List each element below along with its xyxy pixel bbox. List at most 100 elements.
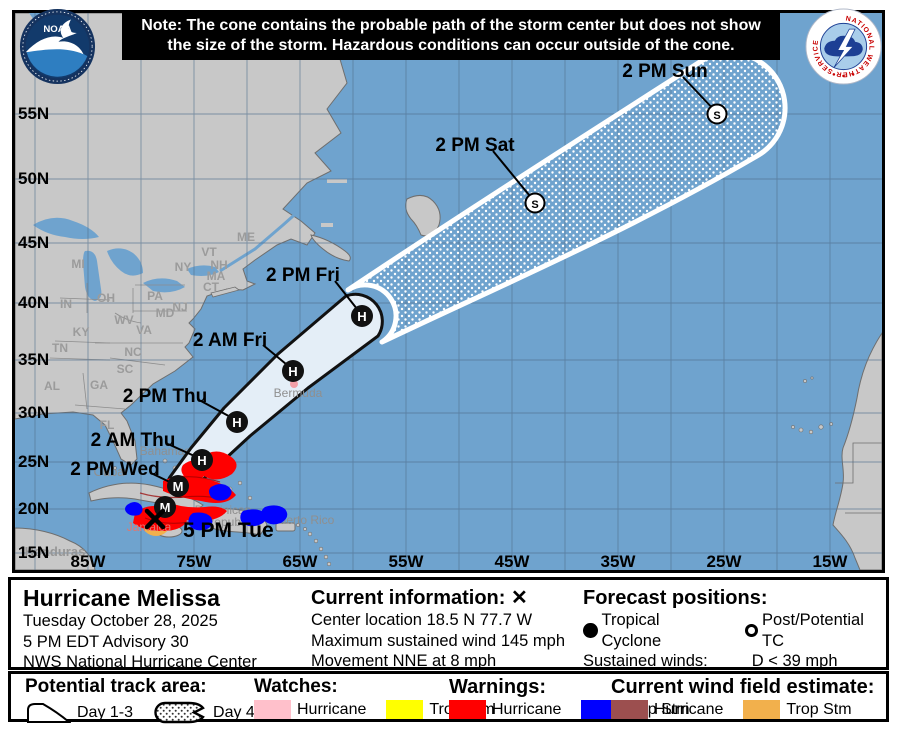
state-label: IN	[60, 297, 72, 311]
track-time-labels: 5 PM Tue 2 PM Wed 2 AM Thu 2 PM Thu 2 AM…	[70, 61, 707, 542]
track-label-2am-fri: 2 AM Fri	[193, 330, 267, 351]
nws-stars	[832, 73, 855, 78]
current-info-heading: Current information:	[311, 587, 506, 609]
post-potential-tc-symbol	[745, 624, 759, 637]
nws-lightning-icon	[833, 28, 856, 68]
tropical-cyclone-symbol	[583, 623, 598, 638]
watches-heading: Watches:	[254, 676, 338, 697]
marker-h-2pm-thu: H	[226, 411, 248, 433]
st-lawrence-river	[219, 207, 302, 273]
state-label: SC	[117, 362, 134, 376]
state-label: MD	[156, 306, 175, 320]
state-label: PA	[147, 289, 163, 303]
lat-label: 45N	[18, 233, 49, 252]
marker-s-2pm-sun: S	[706, 103, 728, 125]
max-sustained-wind: Maximum sustained wind 145 mph	[311, 631, 566, 650]
anticosti	[327, 179, 347, 183]
state-label: NC	[124, 345, 142, 359]
lon-label: 75W	[177, 552, 213, 570]
storm-agency: NWS National Hurricane Center	[23, 653, 257, 671]
lat-label: 15N	[18, 543, 49, 562]
svg-text:H: H	[197, 453, 206, 468]
warnings-heading: Warnings:	[449, 676, 547, 698]
bermuda-dot	[290, 380, 298, 388]
track-label-2pm-sun: 2 PM Sun	[622, 61, 708, 82]
hurricane-watch-swatch	[254, 700, 291, 719]
state-label: AL	[44, 379, 60, 393]
state-label: KY	[73, 325, 90, 339]
tropical-cyclone-label: Tropical Cyclone	[601, 611, 662, 650]
state-label: WV	[114, 313, 133, 327]
lat-label: 20N	[18, 499, 49, 518]
state-label: VT	[201, 245, 217, 259]
cone-day1-3-icon	[27, 703, 71, 723]
lesser-antilles	[113, 466, 332, 567]
map-legend: Potential track area: Day 1-3 Day 4-5 Wa…	[8, 671, 889, 724]
wind-field-heading: Current wind field estimate:	[611, 676, 875, 698]
lon-label: 45W	[495, 552, 531, 570]
current-position-symbol: ✕	[511, 587, 528, 609]
movement: Movement NNE at 8 mph	[311, 652, 497, 670]
hurricane-windfield-swatch	[611, 700, 648, 719]
lake-huron	[107, 248, 143, 276]
lake-superior	[33, 217, 99, 239]
svg-text:H: H	[357, 309, 366, 324]
state-label: MA	[207, 269, 226, 283]
track-label-2pm-sat: 2 PM Sat	[435, 135, 515, 156]
current-information: Current information: ✕ Center location 1…	[311, 586, 565, 672]
marker-s-2pm-sat: S	[524, 192, 546, 214]
noaa-seagull-icon	[25, 19, 84, 55]
state-label: NY	[175, 260, 192, 274]
long-island	[210, 286, 240, 298]
svg-text:M: M	[160, 500, 171, 515]
svg-text:M: M	[173, 479, 184, 494]
puerto-rico-label: Puerto Rico	[272, 513, 335, 527]
state-labels: ME VT NH NY MA CT PA NJ MD OH WV VA MI I…	[44, 230, 255, 432]
wind-d-label: D < 39 mph	[751, 652, 838, 670]
lat-label: 30N	[18, 403, 49, 422]
nova-scotia	[310, 234, 351, 262]
sustained-winds-label: Sustained winds:	[583, 652, 708, 670]
state-label: TN	[52, 341, 68, 355]
state-label: MI	[71, 257, 84, 271]
lon-label: 55W	[389, 552, 425, 570]
storm-date: Tuesday October 28, 2025	[23, 612, 218, 630]
noaa-logo: NOAA	[19, 8, 96, 85]
legend-warnings: Warnings: Hurricane Trop Stm	[449, 677, 690, 719]
hurricane-watch-label: Hurricane	[297, 700, 367, 718]
tropstm-windfield-swatch	[743, 700, 781, 719]
lat-label: 40N	[18, 293, 49, 312]
note-line1: Note: The cone contains the probable pat…	[141, 17, 761, 34]
nws-logo: NATIONAL WEATHER SERVICE	[805, 8, 882, 85]
land-north-america	[15, 13, 441, 466]
graticule-labels: 55N 50N 45N 40N 35N 30N 25N 20N 15N 85W …	[18, 104, 848, 570]
marker-h-2am-thu: H	[191, 449, 213, 471]
track-label-2pm-wed: 2 PM Wed	[70, 459, 159, 480]
storm-advisory: 5 PM EDT Advisory 30	[23, 632, 189, 651]
storm-title: Hurricane Melissa	[23, 585, 220, 611]
marker-h-2am-fri: H	[282, 360, 304, 382]
cone-note-banner: Note: The cone contains the probable pat…	[122, 13, 780, 60]
canary-islands	[791, 376, 833, 435]
track-label-2pm-thu: 2 PM Thu	[123, 386, 207, 407]
cone-day4-5	[345, 50, 788, 345]
marker-m-2pm-wed: M	[167, 475, 189, 497]
pei	[321, 223, 333, 227]
current-position-marker	[144, 508, 166, 530]
svg-text:H: H	[288, 364, 297, 379]
lon-label: 35W	[601, 552, 637, 570]
legend-wind-field: Current wind field estimate: Hurricane T…	[611, 677, 874, 719]
lon-label: 25W	[707, 552, 743, 570]
honduras-label: Honduras	[25, 544, 86, 559]
puerto-rico-island	[275, 522, 296, 532]
state-borders	[49, 283, 187, 410]
state-label: FL	[100, 418, 115, 432]
tropstm-windfield-label: Trop Stm	[786, 700, 852, 718]
center-location: Center location 18.5 N 77.7 W	[311, 611, 533, 629]
cone-day4-5-icon	[154, 701, 205, 724]
lat-label: 55N	[18, 104, 49, 123]
lake-ontario	[187, 265, 219, 276]
lat-label: 35N	[18, 350, 49, 369]
svg-text:S: S	[531, 199, 538, 211]
post-potential-tc-label: Post/Potential TC	[762, 611, 864, 650]
